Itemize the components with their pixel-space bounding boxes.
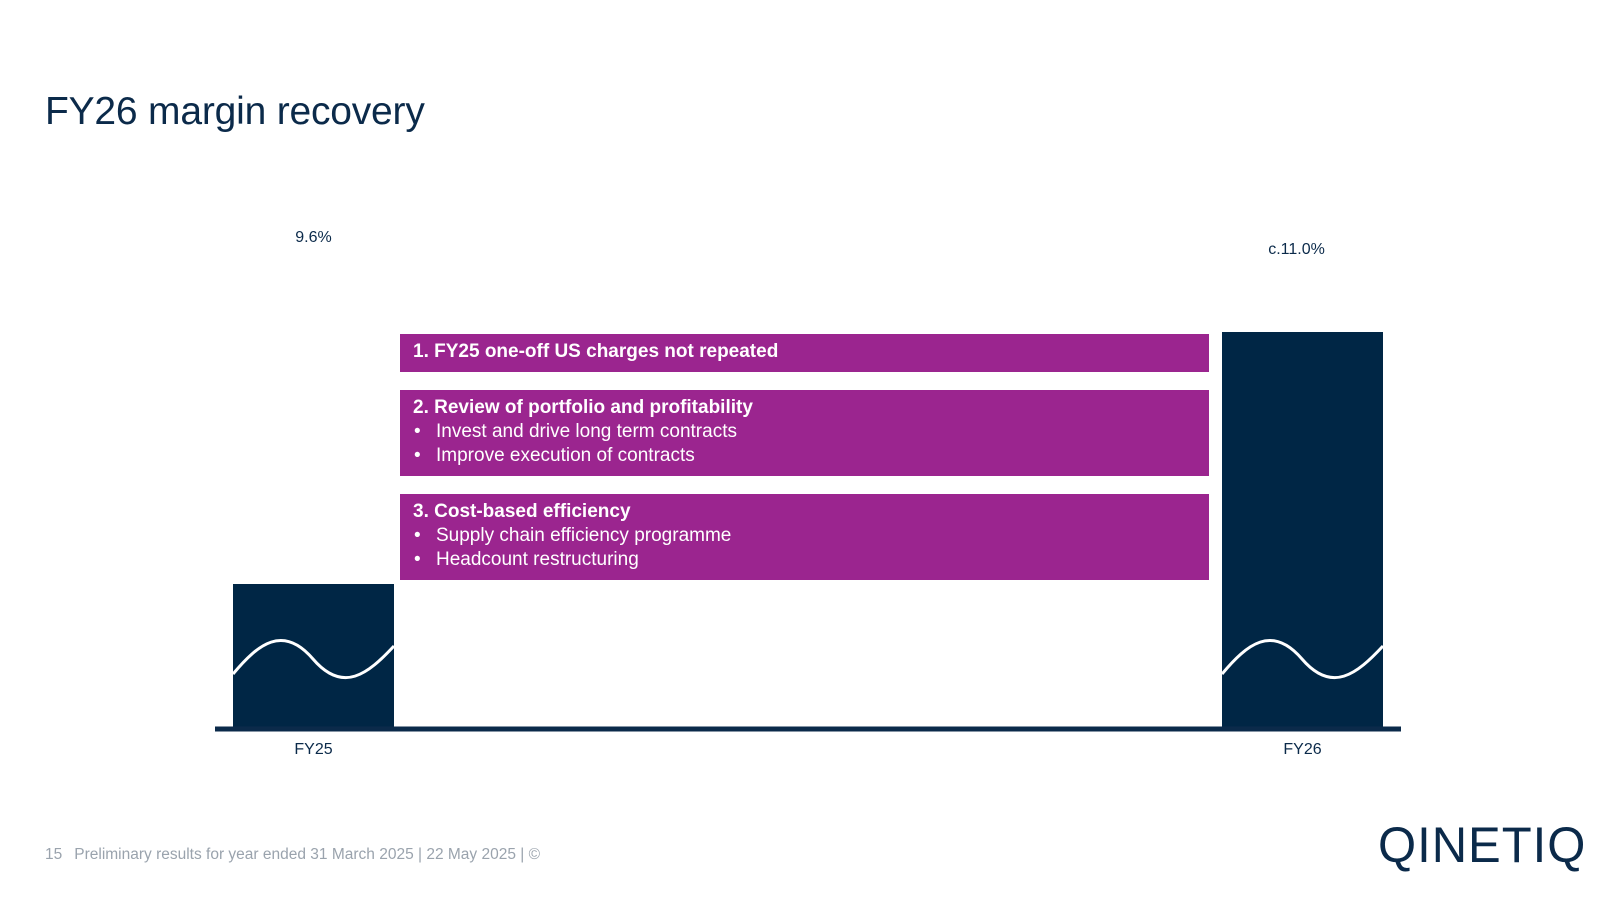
data-label: c.11.0% — [1268, 241, 1325, 258]
driver-bullet: Headcount restructuring — [413, 548, 1196, 572]
driver-box-2: 2. Review of portfolio and profitability… — [400, 390, 1209, 476]
axis-break-squiggle — [231, 638, 396, 680]
page-number: 15 — [45, 846, 63, 863]
driver-bullets: Invest and drive long term contracts Imp… — [413, 420, 1196, 468]
footer: 15 Preliminary results for year ended 31 … — [45, 846, 540, 864]
category-label: FY25 — [294, 741, 332, 758]
bar-fy25 — [233, 584, 394, 729]
driver-bullet: Improve execution of contracts — [413, 444, 1196, 468]
driver-heading: 1. FY25 one-off US charges not repeated — [413, 341, 779, 362]
axis-break-squiggle — [1220, 638, 1385, 680]
bar-fy26 — [1222, 332, 1383, 729]
driver-bullets: Supply chain efficiency programme Headco… — [413, 524, 1196, 572]
driver-heading: 3. Cost-based efficiency — [413, 501, 631, 522]
slide-title: FY26 margin recovery — [45, 90, 425, 133]
driver-heading: 2. Review of portfolio and profitability — [413, 397, 753, 418]
data-label: 9.6% — [295, 229, 331, 246]
driver-box-3: 3. Cost-based efficiency Supply chain ef… — [400, 494, 1209, 580]
category-label: FY26 — [1283, 741, 1321, 758]
footer-text: Preliminary results for year ended 31 Ma… — [74, 846, 541, 863]
driver-box-1: 1. FY25 one-off US charges not repeated — [400, 334, 1209, 372]
driver-bullet: Supply chain efficiency programme — [413, 524, 1196, 548]
qinetiq-logo: QINETIQ — [1378, 817, 1587, 873]
driver-bullet: Invest and drive long term contracts — [413, 420, 1196, 444]
